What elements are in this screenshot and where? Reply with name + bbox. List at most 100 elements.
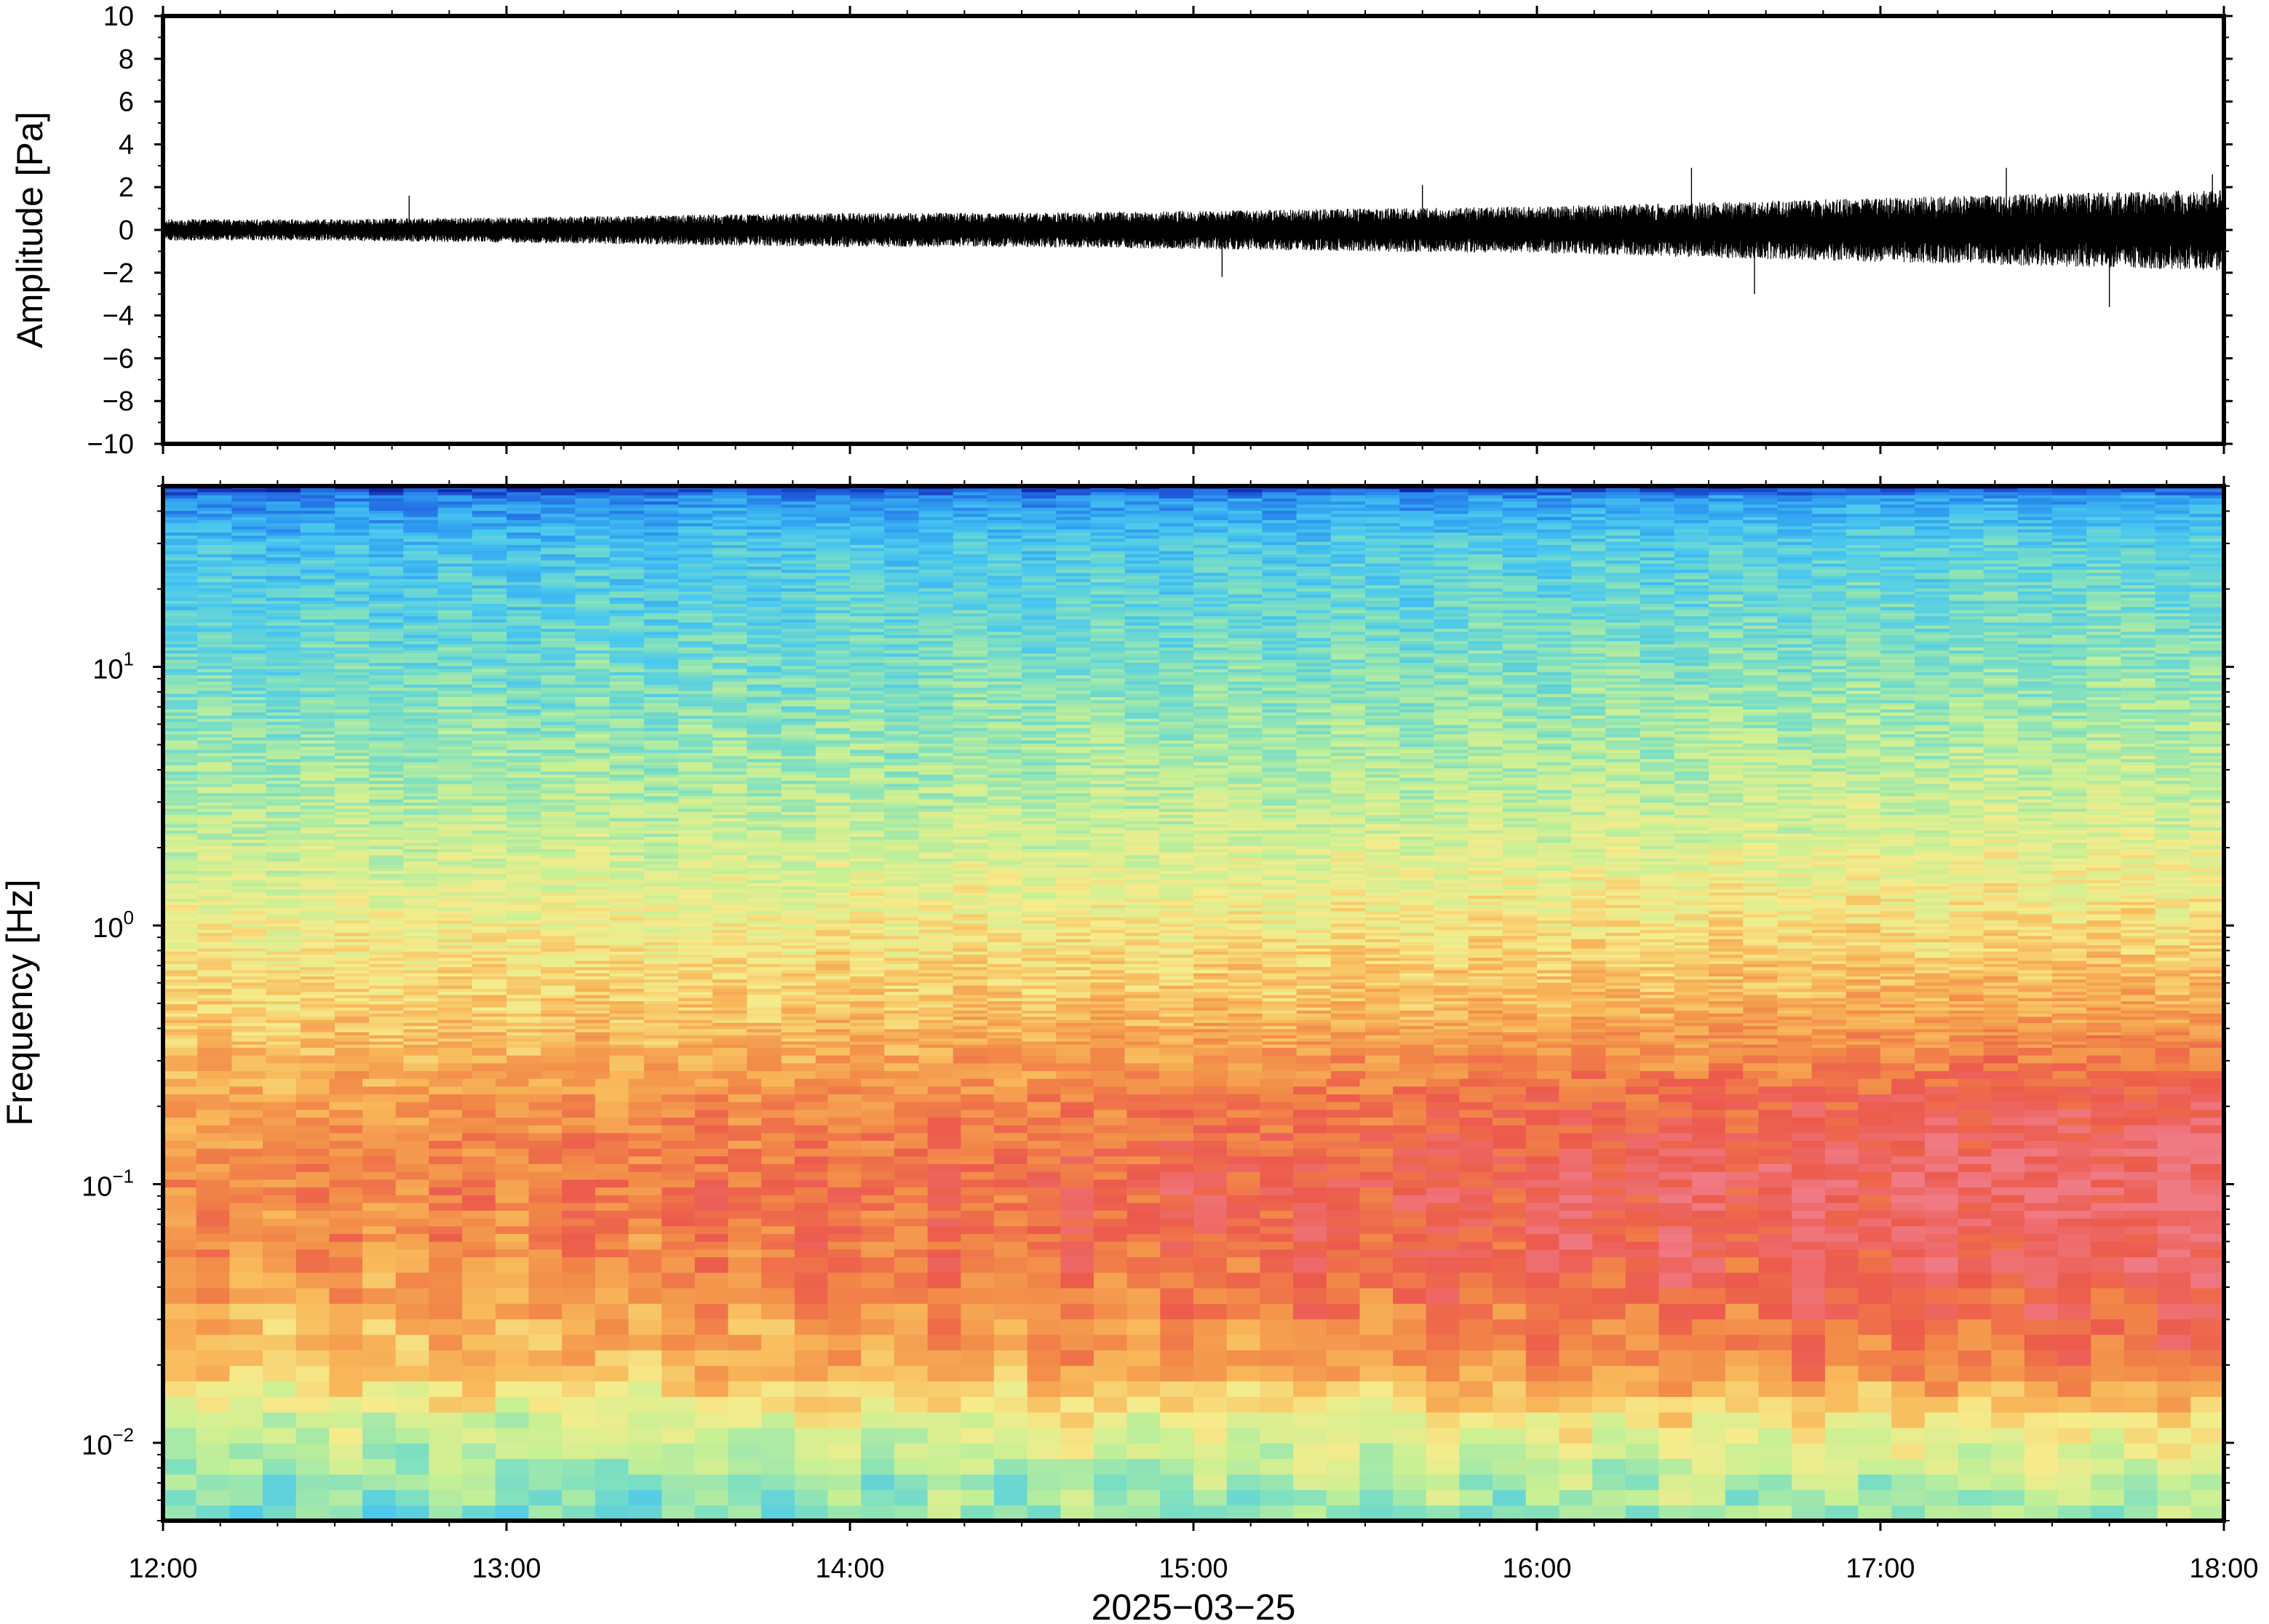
spectrogram-cell bbox=[1502, 979, 1538, 983]
spectrogram-cell bbox=[1262, 979, 1298, 983]
spectrogram-cell bbox=[694, 1109, 729, 1118]
spectrogram-cell bbox=[2052, 1016, 2087, 1020]
spectrogram-cell bbox=[1296, 973, 1332, 976]
spectrogram-cell bbox=[1260, 1171, 1294, 1180]
spectrogram-cell bbox=[1792, 1132, 1826, 1141]
spectrogram-cell bbox=[163, 1109, 197, 1118]
spectrogram-cell bbox=[1537, 960, 1572, 964]
spectrogram-cell bbox=[1160, 1443, 1194, 1460]
spectrogram-cell bbox=[827, 1381, 862, 1397]
spectrogram-cell bbox=[1193, 966, 1228, 971]
spectrogram-cell bbox=[1468, 1003, 1503, 1008]
spectrogram-cell bbox=[1459, 1396, 1493, 1413]
spectrogram-cell bbox=[263, 1094, 297, 1102]
spectrogram-cell bbox=[1658, 1303, 1693, 1320]
spectrogram-cell bbox=[1891, 1163, 1926, 1172]
spectrogram-cell bbox=[437, 991, 473, 995]
spectrogram-cell bbox=[712, 988, 747, 992]
spectrogram-cell bbox=[437, 979, 473, 983]
spectrogram-cell bbox=[163, 947, 198, 952]
spectrogram-cell bbox=[437, 973, 473, 976]
spectrogram-cell bbox=[2024, 1086, 2059, 1095]
spectrogram-cell bbox=[827, 1303, 862, 1320]
spectrogram-cell bbox=[506, 988, 541, 992]
spectrogram-cell bbox=[1393, 1412, 1427, 1428]
spectrogram-cell bbox=[861, 1140, 895, 1149]
spectrogram-cell bbox=[2052, 998, 2087, 1002]
spectrogram-cell bbox=[1426, 1109, 1460, 1118]
spectrogram-cell bbox=[163, 1218, 197, 1227]
spectrogram-cell bbox=[472, 1044, 507, 1048]
spectrogram-cell bbox=[827, 1241, 862, 1250]
spectrogram-cell bbox=[953, 951, 988, 955]
spectrogram-cell bbox=[712, 1010, 747, 1014]
spectrogram-cell bbox=[369, 1007, 404, 1011]
spectrogram-cell bbox=[1891, 1257, 1926, 1273]
spectrogram-cell bbox=[335, 1019, 370, 1023]
spectrogram-cell bbox=[2052, 985, 2087, 989]
spectrogram-cell bbox=[335, 951, 370, 955]
spectrogram-cell bbox=[1262, 963, 1298, 968]
spectrogram-cell bbox=[781, 954, 816, 958]
spectrogram-cell bbox=[1226, 1132, 1260, 1141]
spectrogram-cell bbox=[1571, 1028, 1606, 1032]
spectrogram-cell bbox=[628, 1078, 662, 1087]
spectrogram-cell bbox=[1359, 1210, 1394, 1219]
spectrogram-cell bbox=[1709, 1070, 1744, 1079]
spectrogram-cell bbox=[694, 1140, 729, 1149]
spectrogram-cell bbox=[1094, 1288, 1128, 1304]
spectrogram-cell bbox=[541, 982, 576, 986]
spectrogram-cell bbox=[1193, 1000, 1228, 1005]
spectrogram-cell bbox=[1777, 1062, 1813, 1072]
spectrogram-cell bbox=[495, 1210, 530, 1219]
spectrogram-cell bbox=[163, 1272, 197, 1289]
spectrogram-cell bbox=[918, 1047, 954, 1056]
spectrogram-cell bbox=[403, 1025, 439, 1030]
spectrogram-cell bbox=[678, 951, 713, 955]
spectrogram-cell bbox=[1260, 1218, 1294, 1227]
spectrogram-cell bbox=[1605, 998, 1641, 1002]
waveform-y-tick-label: 2 bbox=[119, 172, 134, 203]
spectrogram-cell bbox=[1459, 1155, 1493, 1164]
spectrogram-cell bbox=[1262, 954, 1298, 958]
spectrogram-cell bbox=[961, 1249, 995, 1257]
spectrogram-cell bbox=[953, 1025, 988, 1030]
spectrogram-cell bbox=[643, 979, 679, 983]
spectrogram-cell bbox=[1924, 1086, 1959, 1095]
spectrogram-cell bbox=[1743, 1016, 1778, 1020]
spectrogram-cell bbox=[462, 1109, 496, 1118]
spectrogram-cell bbox=[1958, 1210, 1992, 1219]
spectrogram-cell bbox=[1571, 1000, 1606, 1005]
spectrogram-cell bbox=[2057, 1179, 2091, 1187]
spectrogram-cell bbox=[163, 1288, 197, 1304]
spectrogram-cell bbox=[575, 1025, 611, 1030]
spectrogram-cell bbox=[1777, 1070, 1813, 1079]
spectrogram-cell bbox=[1725, 1102, 1760, 1110]
spectrogram-cell bbox=[335, 1047, 370, 1056]
spectrogram-cell bbox=[369, 939, 404, 942]
spectrogram-cell bbox=[2121, 966, 2156, 971]
spectrogram-cell bbox=[1159, 1016, 1194, 1020]
spectrogram-cell bbox=[1193, 960, 1228, 964]
spectrogram-cell bbox=[1692, 1443, 1726, 1460]
spectrogram-cell bbox=[2190, 1412, 2224, 1428]
spectrogram-cell bbox=[300, 935, 335, 939]
spectrogram-cell bbox=[1226, 1489, 1260, 1506]
spectrogram-cell bbox=[815, 957, 851, 961]
spectrogram-cell bbox=[1160, 1365, 1194, 1382]
spectrogram-cell bbox=[661, 1412, 696, 1428]
spectrogram-cell bbox=[1640, 954, 1675, 958]
spectrogram-cell bbox=[884, 1032, 919, 1035]
spectrogram-cell bbox=[1571, 1035, 1606, 1039]
spectrogram-cell bbox=[300, 1035, 335, 1039]
spectrogram-cell bbox=[263, 1249, 297, 1257]
spectrogram-cell bbox=[528, 1458, 563, 1475]
spectrogram-cell bbox=[747, 1035, 782, 1039]
spectrogram-cell bbox=[993, 1125, 1028, 1134]
spectrogram-cell bbox=[329, 1505, 363, 1521]
spectrogram-cell bbox=[1193, 954, 1228, 958]
spectrogram-cell bbox=[437, 947, 473, 952]
spectrogram-cell bbox=[781, 947, 816, 952]
spectrogram-cell bbox=[815, 954, 851, 958]
spectrogram-cell bbox=[2017, 954, 2053, 958]
